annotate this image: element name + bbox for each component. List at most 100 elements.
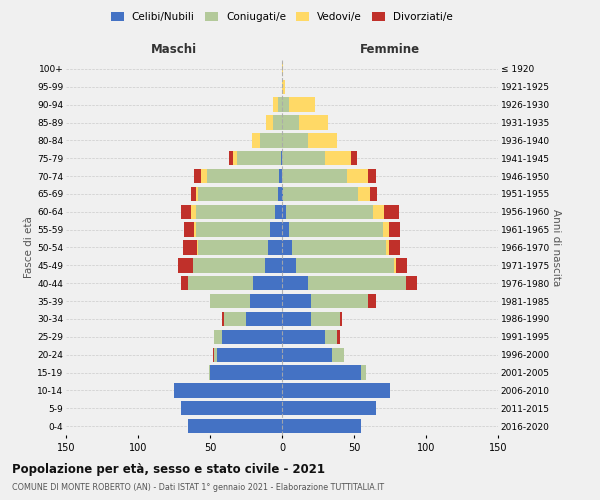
Bar xyxy=(308,276,406,290)
Bar xyxy=(250,294,282,308)
Bar xyxy=(214,330,221,344)
Bar xyxy=(386,240,389,254)
Bar xyxy=(229,151,233,166)
Bar xyxy=(282,204,286,219)
Y-axis label: Anni di nascita: Anni di nascita xyxy=(551,209,561,286)
Bar xyxy=(282,312,311,326)
Bar xyxy=(337,330,340,344)
Bar xyxy=(279,169,282,183)
Bar xyxy=(325,151,351,166)
Bar xyxy=(296,258,394,272)
Bar xyxy=(221,312,224,326)
Bar xyxy=(191,204,196,219)
Bar xyxy=(207,169,279,183)
Bar xyxy=(278,187,282,201)
Bar xyxy=(282,133,308,148)
Bar xyxy=(197,240,199,254)
Bar xyxy=(358,187,370,201)
Bar xyxy=(396,258,407,272)
Bar xyxy=(286,204,373,219)
Bar xyxy=(282,276,308,290)
Bar xyxy=(368,169,376,183)
Bar xyxy=(182,240,197,254)
Bar xyxy=(188,276,253,290)
Bar xyxy=(332,348,344,362)
Bar xyxy=(238,151,281,166)
Bar xyxy=(383,222,389,237)
Bar xyxy=(282,330,325,344)
Bar xyxy=(308,133,337,148)
Bar xyxy=(199,240,268,254)
Bar xyxy=(194,169,202,183)
Bar xyxy=(174,383,282,398)
Bar xyxy=(283,187,358,201)
Bar xyxy=(282,366,361,380)
Bar xyxy=(181,276,188,290)
Bar xyxy=(278,98,282,112)
Bar xyxy=(210,294,250,308)
Bar xyxy=(282,419,361,433)
Legend: Celibi/Nubili, Coniugati/e, Vedovi/e, Divorziati/e: Celibi/Nubili, Coniugati/e, Vedovi/e, Di… xyxy=(107,8,457,26)
Bar xyxy=(311,312,340,326)
Bar xyxy=(289,222,383,237)
Text: Femmine: Femmine xyxy=(360,44,420,57)
Bar xyxy=(199,187,278,201)
Bar xyxy=(389,222,400,237)
Bar xyxy=(271,222,282,237)
Bar xyxy=(394,258,396,272)
Bar xyxy=(340,312,343,326)
Bar xyxy=(373,204,384,219)
Bar xyxy=(361,366,365,380)
Bar xyxy=(224,312,246,326)
Text: Maschi: Maschi xyxy=(151,44,197,57)
Bar xyxy=(221,330,282,344)
Bar xyxy=(268,240,282,254)
Bar xyxy=(282,240,292,254)
Bar xyxy=(282,151,325,166)
Bar xyxy=(209,366,210,380)
Bar xyxy=(282,62,283,76)
Bar xyxy=(384,204,398,219)
Bar xyxy=(282,187,283,201)
Bar xyxy=(406,276,418,290)
Bar xyxy=(246,312,282,326)
Bar xyxy=(213,348,214,362)
Bar xyxy=(188,419,282,433)
Bar xyxy=(282,348,332,362)
Bar xyxy=(253,276,282,290)
Bar xyxy=(275,204,282,219)
Bar xyxy=(351,151,357,166)
Bar xyxy=(193,258,265,272)
Bar xyxy=(217,348,282,362)
Bar xyxy=(370,187,377,201)
Bar xyxy=(282,116,299,130)
Bar xyxy=(194,222,196,237)
Bar xyxy=(282,383,390,398)
Bar xyxy=(299,116,328,130)
Bar xyxy=(368,294,376,308)
Bar xyxy=(252,133,260,148)
Bar xyxy=(281,151,282,166)
Bar xyxy=(178,258,193,272)
Bar xyxy=(274,116,282,130)
Text: Popolazione per età, sesso e stato civile - 2021: Popolazione per età, sesso e stato civil… xyxy=(12,462,325,475)
Bar xyxy=(184,222,194,237)
Bar xyxy=(233,151,238,166)
Bar xyxy=(347,169,368,183)
Bar xyxy=(196,222,271,237)
Bar xyxy=(260,133,282,148)
Text: COMUNE DI MONTE ROBERTO (AN) - Dati ISTAT 1° gennaio 2021 - Elaborazione TUTTITA: COMUNE DI MONTE ROBERTO (AN) - Dati ISTA… xyxy=(12,482,384,492)
Bar xyxy=(282,294,311,308)
Bar xyxy=(292,240,386,254)
Bar xyxy=(282,258,296,272)
Bar xyxy=(181,204,191,219)
Bar xyxy=(325,330,337,344)
Bar xyxy=(265,258,282,272)
Bar xyxy=(282,98,289,112)
Bar xyxy=(181,401,282,415)
Bar xyxy=(282,401,376,415)
Bar xyxy=(311,294,368,308)
Bar xyxy=(202,169,207,183)
Bar xyxy=(289,98,315,112)
Bar xyxy=(389,240,400,254)
